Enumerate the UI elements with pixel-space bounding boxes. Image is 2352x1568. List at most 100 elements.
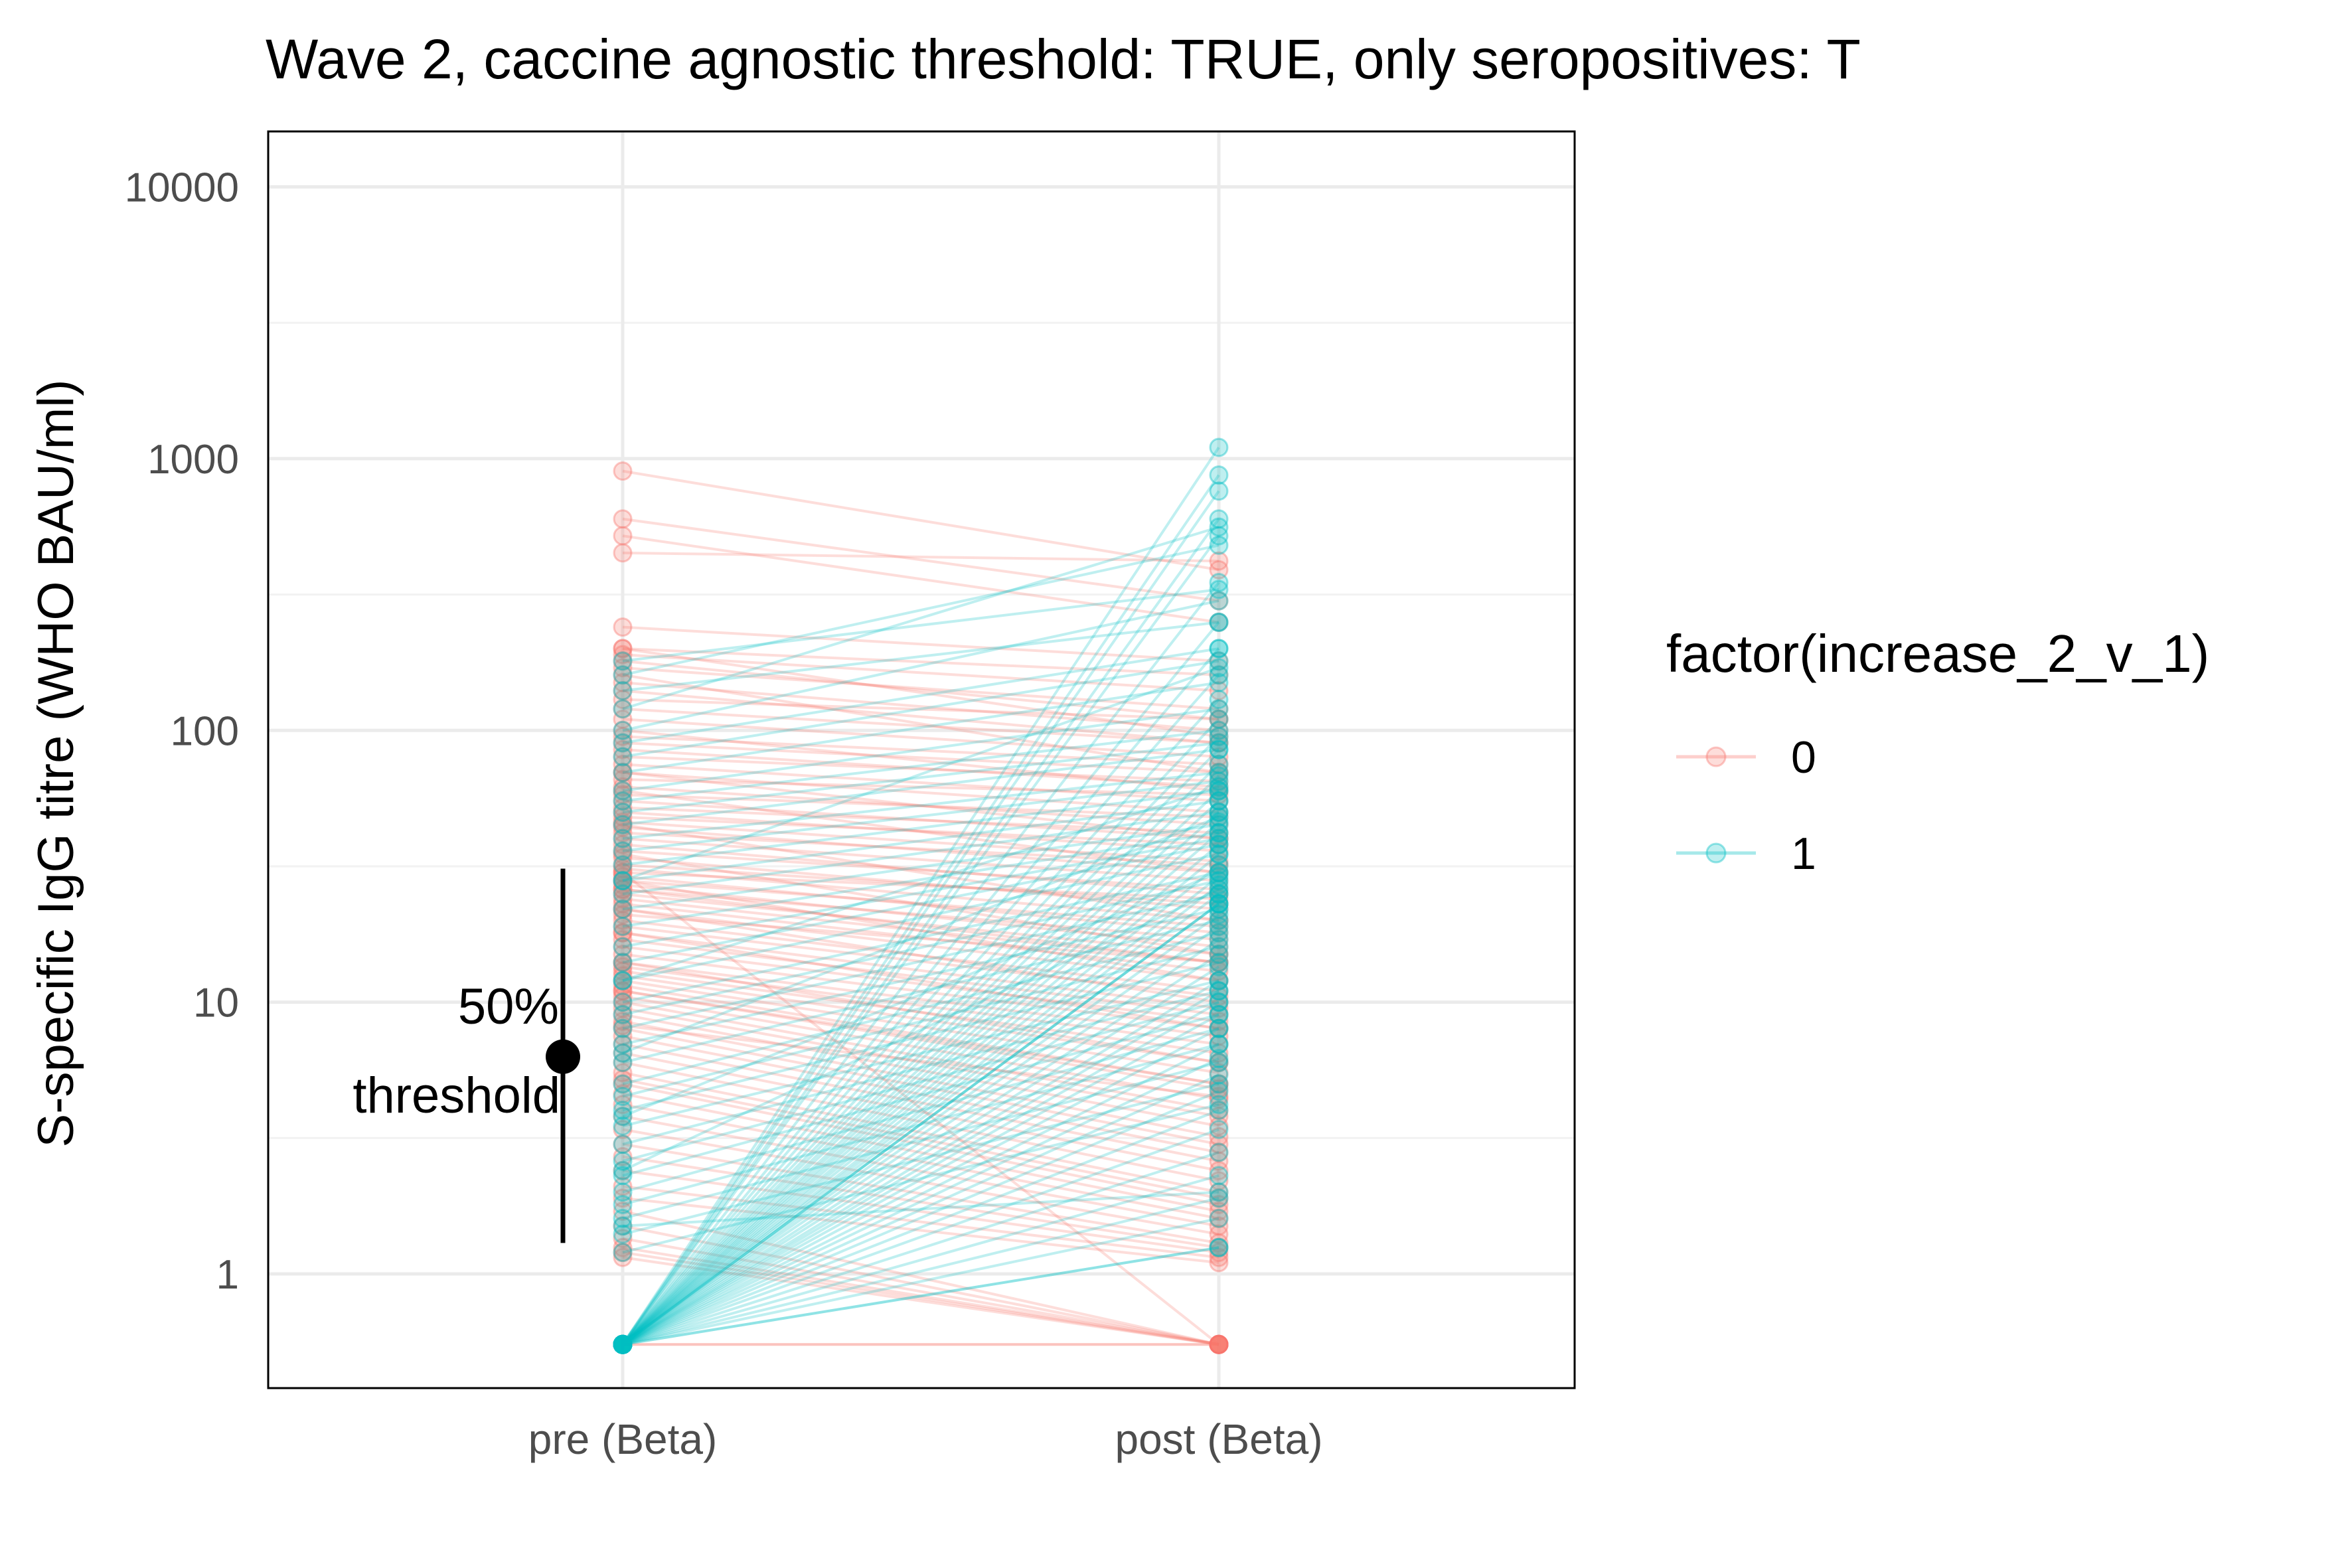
series-1-point-post (1209, 517, 1229, 537)
series-0-line (622, 799, 1219, 840)
series-0-point-pre (613, 720, 633, 740)
series-1-point-pre (613, 1151, 633, 1171)
series-0-line (622, 1237, 1219, 1346)
series-0-point-pre (613, 862, 633, 882)
series-1-point-post (1209, 834, 1229, 854)
series-0-point-post (1209, 1202, 1229, 1221)
series-0-point-post (1209, 862, 1229, 882)
series-1-line (622, 1151, 1219, 1346)
series-1-point-pre (613, 1334, 633, 1354)
axes: 1 10 100 1000 10000 pre (Beta) post (Beta) (125, 165, 1323, 1463)
series-1-line (622, 811, 1219, 896)
series-1-line (622, 599, 1219, 732)
series-1-point-pre (613, 871, 633, 891)
series-0-point-post (1209, 591, 1229, 611)
series-0-point-pre (613, 690, 633, 710)
series-0-line (622, 1210, 1219, 1346)
series-0-line (622, 1246, 1219, 1346)
series-0-point-pre (613, 1016, 633, 1036)
series-1-point-pre (613, 1334, 633, 1354)
series-1-point-post (1209, 917, 1229, 937)
series-0-line (622, 1115, 1219, 1227)
series-1-line (622, 843, 1219, 964)
series-1-point-pre (613, 651, 633, 671)
series-1-point-pre (613, 733, 633, 753)
series-0-line (622, 778, 1219, 797)
series-1-point-pre (613, 841, 633, 861)
series-1-line (621, 902, 1220, 1346)
series-0-point-post (1209, 1026, 1229, 1046)
series-0-point-post (1209, 1334, 1229, 1354)
series-0-point-pre (613, 1334, 633, 1354)
series-0-line (622, 1103, 1219, 1220)
series-1-point-pre (613, 1194, 633, 1214)
series-1-point-post (1209, 1188, 1229, 1208)
series-1-line (621, 763, 1220, 1346)
series-1-point-post (1209, 894, 1229, 914)
series-1-point-post (1209, 726, 1229, 746)
series-0-point-post (1209, 923, 1229, 943)
series-1-line (622, 1073, 1219, 1346)
series-1-point-post (1209, 437, 1229, 457)
series-0-point-post (1209, 1018, 1229, 1038)
series-1-point-post (1209, 929, 1229, 949)
series-0-point-post (1209, 1237, 1229, 1257)
series-0-line (622, 689, 1219, 744)
series-0-point-pre (613, 871, 633, 891)
series-1-point-pre (613, 1334, 633, 1354)
plot-panel-border (267, 130, 1576, 1389)
series-1-line (621, 775, 1220, 1346)
series-1-point-post (1209, 807, 1229, 827)
series-1-point-pre (613, 1334, 633, 1354)
series-1-point-pre (613, 1334, 633, 1354)
series-1-point-post (1209, 1119, 1229, 1139)
series-1-point-pre (613, 1334, 633, 1354)
series-0-line (622, 729, 1219, 793)
series-0-line (622, 849, 1219, 891)
series-1-point-pre (613, 1334, 633, 1354)
series-0-point-post (1209, 1087, 1229, 1107)
series-0-point-pre (613, 526, 633, 546)
series-0-point-pre (613, 889, 633, 909)
series-1-point-post (1209, 709, 1229, 729)
series-1-line (622, 681, 1219, 774)
series-0-point-pre (613, 961, 633, 981)
series-0-line (622, 698, 1219, 721)
series-0-line (622, 989, 1219, 1085)
series-1-point-pre (613, 1334, 633, 1354)
series-0-point-pre (613, 1119, 633, 1139)
series-0-point-post (1209, 953, 1229, 973)
legend-key-point (1705, 746, 1727, 767)
series-1-line (622, 779, 1219, 852)
series-1-point-pre (613, 1334, 633, 1354)
series-0-point-pre (613, 998, 633, 1018)
series-0-point-post (1209, 953, 1229, 973)
series-0-point-pre (613, 992, 633, 1012)
series-1-line (622, 588, 1219, 663)
series-1-point-post (1209, 699, 1229, 719)
series-0-point-post (1209, 1012, 1229, 1032)
series-1-point-post (1209, 992, 1229, 1012)
series-1-point-pre (613, 884, 633, 904)
series-0-point-post (1209, 1334, 1229, 1354)
series-1-point-pre (613, 917, 633, 937)
series-1-line (622, 1196, 1219, 1346)
series-1-point-pre (613, 1334, 633, 1354)
series-1-point-pre (613, 1243, 633, 1263)
series-1 (613, 437, 1229, 1354)
series-1-point-pre (613, 1334, 633, 1354)
series-1-point-post (1209, 1034, 1229, 1054)
series-0-point-pre (613, 769, 633, 789)
series-0-point-post (1209, 945, 1229, 965)
series-1-point-post (1209, 1049, 1229, 1069)
series-0-point-post (1209, 871, 1229, 891)
series-0-point-pre (613, 1334, 633, 1354)
series-0-point-post (1209, 651, 1229, 671)
series-1-point-post (1209, 1208, 1229, 1228)
series-0-line (622, 811, 1219, 852)
series-0-line (622, 707, 1219, 744)
series-1-line (621, 864, 1220, 1346)
series-0-point-pre (613, 1018, 633, 1038)
series-0-line (622, 843, 1219, 896)
series-0-point-post (1209, 791, 1229, 811)
